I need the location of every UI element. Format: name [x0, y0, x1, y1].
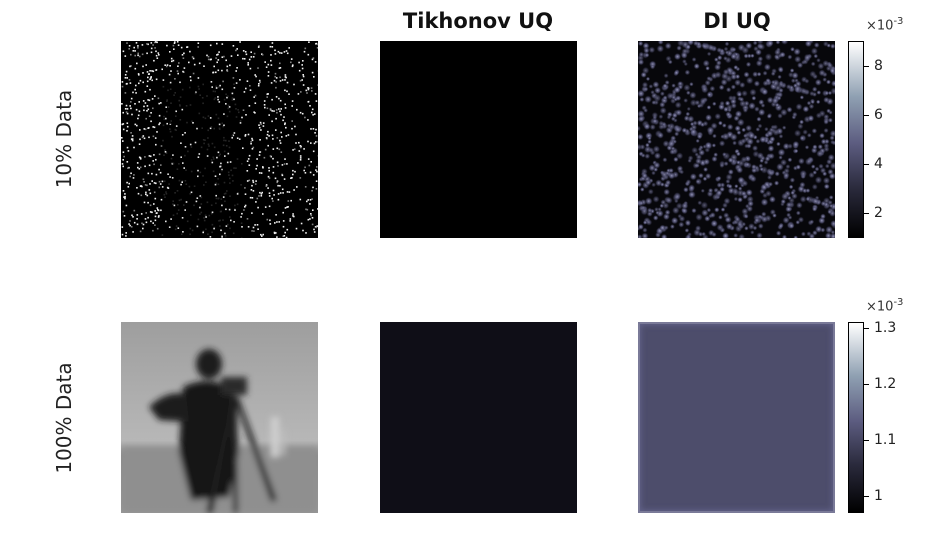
colorbar-1-tick [864, 66, 869, 67]
colorbar-2-tick [864, 440, 869, 441]
row-label-10: 10% Data [52, 89, 76, 189]
colorbar-2-tick [864, 496, 869, 497]
cameraman-image [121, 322, 318, 513]
colorbar-1-tick [864, 115, 869, 116]
colorbar-1-tick-label: 8 [874, 58, 883, 74]
colorbar-1-tick-label: 4 [874, 156, 883, 172]
di-uq-10-image [638, 41, 835, 238]
cameraman-plot [121, 322, 318, 513]
di-uq-100-image [638, 322, 835, 513]
colorbar-1-tick [864, 213, 869, 214]
colorbar-2-tick [864, 384, 869, 385]
sparse-data-plot [121, 41, 318, 238]
colorbar-1-tick-label: 6 [874, 107, 883, 123]
colorbar-2 [848, 322, 864, 513]
sparse-data-image [121, 41, 318, 238]
colorbar-2-tick-label: 1.3 [874, 320, 897, 336]
colorbar-2-scale: ×10-3 [866, 297, 904, 315]
col-title-tikhonov: Tikhonov UQ [402, 9, 554, 33]
colorbar-2-tick-label: 1.2 [874, 376, 897, 392]
colorbar-1-tick [864, 164, 869, 165]
colorbar-1-tick-label: 2 [874, 205, 883, 221]
colorbar-2-tick-label: 1.1 [874, 432, 897, 448]
tikhonov-uq-10-image [380, 41, 577, 238]
row-label-100: 100% Data [52, 362, 76, 474]
colorbar-1 [848, 41, 864, 238]
tikhonov-uq-100-image [380, 322, 577, 513]
colorbar-2-tick [864, 328, 869, 329]
colorbar-1-scale: ×10-3 [866, 16, 904, 34]
col-title-di: DI UQ [703, 9, 771, 33]
colorbar-2-tick-label: 1 [874, 488, 883, 504]
di-uq-10-speckle-plot [638, 41, 835, 238]
